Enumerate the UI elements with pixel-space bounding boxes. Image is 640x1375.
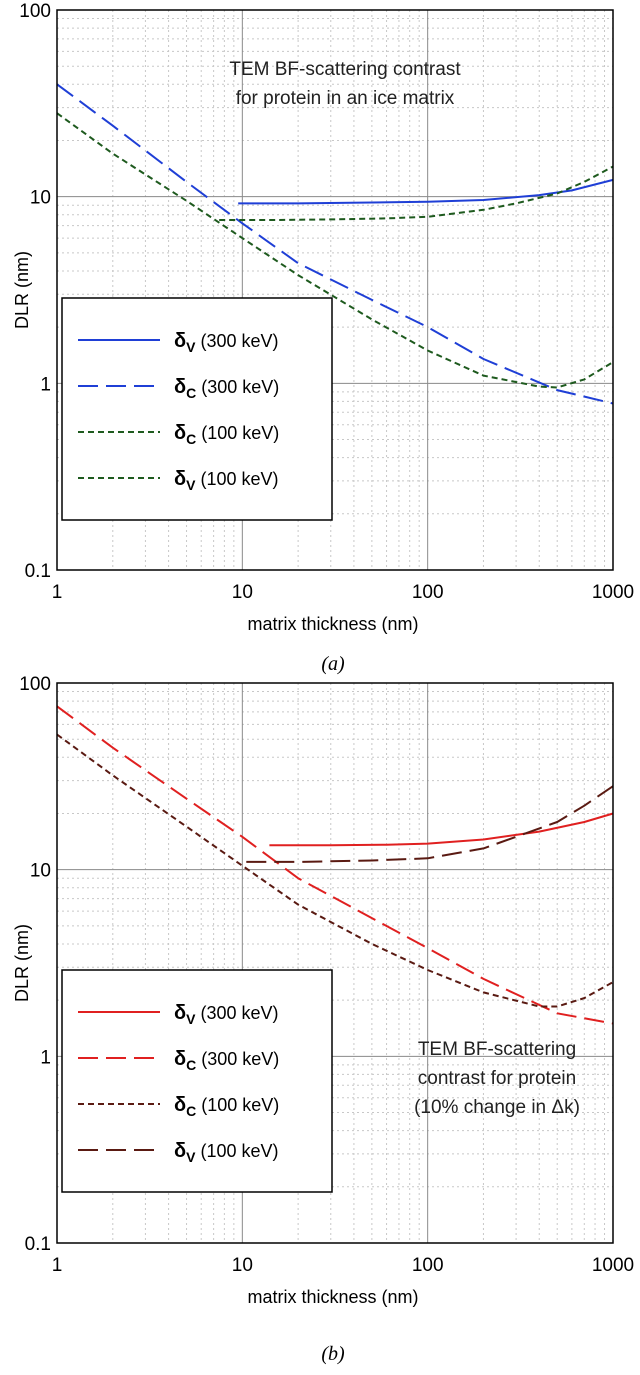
series-line-3 bbox=[56, 112, 614, 389]
y-tick-label: 100 bbox=[19, 674, 51, 695]
panel-caption: (b) bbox=[321, 1343, 345, 1365]
annotation: TEM BF-scattering contrast for protein (10… bbox=[414, 1039, 580, 1118]
y-axis-label: DLR (nm) bbox=[12, 251, 32, 329]
legend-entry-label: δV (100 keV) bbox=[174, 468, 279, 493]
annotation-line: TEM BF-scattering contrast bbox=[229, 59, 461, 80]
legend-entry-label: δC (100 keV) bbox=[174, 1094, 279, 1119]
series-group bbox=[56, 705, 614, 1025]
series-line-2 bbox=[56, 705, 614, 1025]
y-tick-label: 1 bbox=[40, 374, 51, 395]
x-tick-label: 1000 bbox=[592, 1255, 634, 1276]
annotation-line: contrast for protein bbox=[418, 1068, 576, 1089]
annotation-line: TEM BF-scattering bbox=[418, 1039, 576, 1060]
y-tick-label: 10 bbox=[30, 861, 51, 882]
y-tick-label: 0.1 bbox=[25, 1234, 51, 1255]
x-axis-label: matrix thickness (nm) bbox=[247, 614, 418, 634]
x-tick-label: 10 bbox=[232, 582, 253, 603]
x-tick-label: 1000 bbox=[592, 582, 634, 603]
series-line-1 bbox=[269, 812, 614, 847]
y-tick-label: 0.1 bbox=[25, 561, 51, 582]
annotation: TEM BF-scattering contrast for protein in… bbox=[229, 59, 461, 109]
x-tick-label: 100 bbox=[412, 1255, 444, 1276]
y-tick-label: 100 bbox=[19, 1, 51, 22]
annotation-line: for protein in an ice matrix bbox=[236, 88, 455, 109]
legend-box bbox=[61, 969, 333, 1193]
plot-frame bbox=[56, 9, 614, 571]
y-tick-label: 10 bbox=[30, 188, 51, 209]
x-tick-label: 1 bbox=[52, 1255, 63, 1276]
legend: δV (300 keV) δC (300 keV) δC (100 keV) δV (… bbox=[61, 969, 333, 1193]
x-tick-label: 100 bbox=[412, 582, 444, 603]
panel-caption: (a) bbox=[321, 653, 345, 675]
legend-entry-label: δV (300 keV) bbox=[174, 1002, 279, 1027]
x-tick-label: 1 bbox=[52, 582, 63, 603]
annotation-line: (10% change in Δk) bbox=[414, 1097, 580, 1118]
y-axis-label: DLR (nm) bbox=[12, 924, 32, 1002]
series-group bbox=[56, 83, 614, 405]
x-axis-label: matrix thickness (nm) bbox=[247, 1287, 418, 1307]
legend-entry-label: δC (300 keV) bbox=[174, 376, 279, 401]
legend: δV (300 keV) δC (300 keV) δC (100 keV) δV (… bbox=[61, 297, 333, 521]
y-tick-label: 1 bbox=[40, 1047, 51, 1068]
series-line-1 bbox=[238, 178, 614, 205]
series-line-2 bbox=[56, 83, 614, 405]
series-line-4 bbox=[219, 165, 614, 221]
legend-entry-label: δV (100 keV) bbox=[174, 1140, 279, 1165]
series-line-3 bbox=[56, 733, 614, 1008]
x-tick-label: 10 bbox=[232, 1255, 253, 1276]
legend-box bbox=[61, 297, 333, 521]
legend-entry-label: δC (300 keV) bbox=[174, 1048, 279, 1073]
series-line-4 bbox=[246, 785, 614, 863]
legend-entry-label: δV (300 keV) bbox=[174, 330, 279, 355]
plot-frame bbox=[56, 682, 614, 1244]
legend-entry-label: δC (100 keV) bbox=[174, 422, 279, 447]
